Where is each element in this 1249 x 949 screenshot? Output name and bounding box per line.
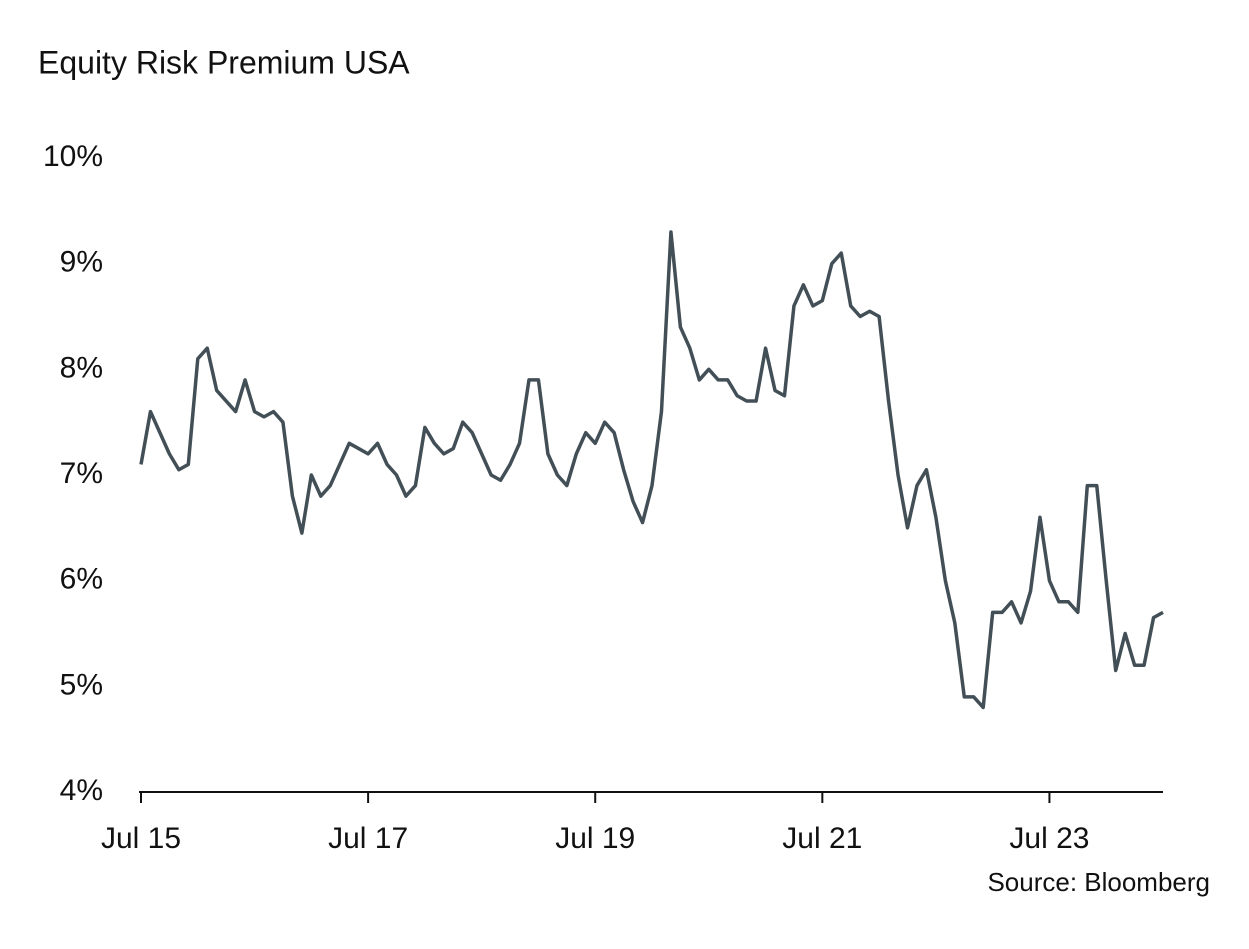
x-tick-label: Jul 23	[1009, 822, 1089, 855]
source-note: Source: Bloomberg	[987, 867, 1210, 897]
data-line	[139, 230, 1164, 710]
y-tick-label: 10%	[43, 140, 103, 173]
x-tick-label: Jul 21	[782, 822, 862, 855]
y-tick-label: 4%	[60, 774, 103, 807]
chart-title: Equity Risk Premium USA	[38, 44, 410, 80]
x-tick-label: Jul 15	[101, 822, 181, 855]
y-tick-label: 6%	[60, 563, 103, 596]
y-tick-label: 7%	[60, 457, 103, 490]
y-tick-label: 8%	[60, 351, 103, 384]
x-tick-label: Jul 17	[328, 822, 408, 855]
x-tick-label: Jul 19	[555, 822, 635, 855]
y-tick-label: 9%	[60, 246, 103, 279]
y-tick-label: 5%	[60, 668, 103, 701]
